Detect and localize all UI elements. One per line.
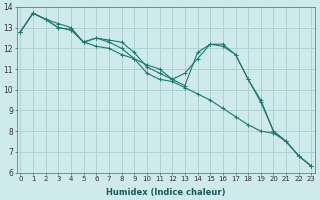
X-axis label: Humidex (Indice chaleur): Humidex (Indice chaleur) xyxy=(106,188,226,197)
